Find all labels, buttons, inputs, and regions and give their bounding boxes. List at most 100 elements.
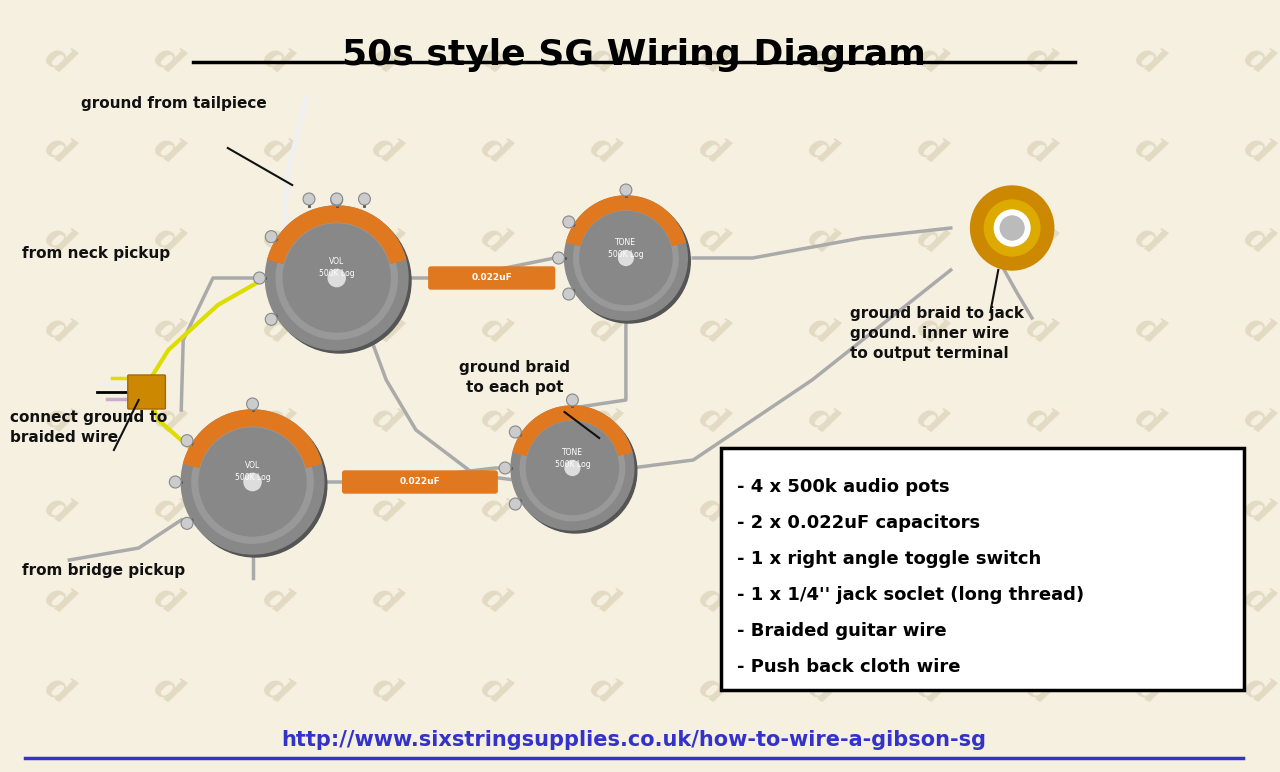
Circle shape (180, 517, 193, 530)
Circle shape (563, 216, 575, 228)
Text: d: d (692, 129, 733, 171)
Text: d: d (1129, 129, 1169, 171)
Circle shape (515, 409, 636, 533)
Text: - 1 x 1/4'' jack soclet (long thread): - 1 x 1/4'' jack soclet (long thread) (737, 586, 1084, 604)
Circle shape (564, 461, 580, 476)
Circle shape (330, 193, 343, 205)
Text: from bridge pickup: from bridge pickup (22, 563, 184, 578)
Text: d: d (1129, 218, 1169, 261)
Text: d: d (801, 579, 842, 621)
Text: d: d (801, 39, 842, 81)
Text: d: d (1020, 399, 1060, 441)
Text: d: d (148, 489, 188, 531)
Text: d: d (911, 399, 951, 441)
Text: d: d (1129, 669, 1169, 711)
Text: d: d (475, 489, 516, 531)
Text: ground from tailpiece: ground from tailpiece (81, 96, 268, 111)
Text: d: d (148, 129, 188, 171)
Text: d: d (1238, 39, 1277, 81)
Text: d: d (801, 129, 842, 171)
Text: - Braided guitar wire: - Braided guitar wire (737, 622, 946, 640)
Text: d: d (1238, 489, 1277, 531)
Circle shape (184, 413, 326, 557)
Text: d: d (148, 669, 188, 711)
Circle shape (567, 394, 579, 406)
Text: d: d (584, 129, 625, 171)
Text: d: d (366, 129, 406, 171)
Circle shape (563, 288, 575, 300)
Circle shape (265, 231, 278, 242)
Text: d: d (692, 399, 733, 441)
Text: d: d (801, 489, 842, 531)
Circle shape (573, 205, 678, 310)
Text: d: d (584, 309, 625, 351)
Text: d: d (40, 39, 79, 81)
Circle shape (620, 184, 632, 196)
Text: d: d (801, 309, 842, 351)
Text: d: d (475, 129, 516, 171)
Text: d: d (1020, 309, 1060, 351)
Circle shape (330, 194, 343, 206)
Text: TONE
500K Log: TONE 500K Log (608, 239, 644, 259)
Text: d: d (366, 579, 406, 621)
Text: d: d (1129, 579, 1169, 621)
Text: d: d (1129, 309, 1169, 351)
Text: - Push back cloth wire: - Push back cloth wire (737, 658, 960, 676)
Text: d: d (366, 218, 406, 261)
Text: d: d (366, 399, 406, 441)
Circle shape (180, 435, 193, 447)
Text: d: d (1020, 489, 1060, 531)
Circle shape (509, 426, 521, 438)
Text: d: d (692, 39, 733, 81)
Circle shape (580, 212, 672, 304)
Circle shape (247, 398, 259, 410)
Circle shape (200, 428, 306, 536)
Text: d: d (257, 218, 297, 261)
Text: d: d (692, 218, 733, 261)
Circle shape (520, 415, 625, 520)
Text: d: d (40, 579, 79, 621)
Text: d: d (148, 309, 188, 351)
Text: d: d (475, 218, 516, 261)
Text: d: d (692, 309, 733, 351)
Text: d: d (584, 218, 625, 261)
Text: TONE
500K Log: TONE 500K Log (554, 449, 590, 469)
Circle shape (1000, 216, 1024, 240)
Circle shape (328, 269, 346, 286)
Text: to output terminal: to output terminal (850, 346, 1009, 361)
Text: d: d (584, 399, 625, 441)
Circle shape (526, 422, 618, 514)
Text: d: d (1238, 669, 1277, 711)
Text: d: d (475, 309, 516, 351)
Circle shape (269, 209, 411, 353)
Circle shape (192, 421, 314, 543)
Text: 0.022uF: 0.022uF (399, 478, 440, 486)
Text: d: d (1238, 399, 1277, 441)
Text: d: d (475, 579, 516, 621)
Circle shape (244, 473, 261, 491)
Text: ground. inner wire: ground. inner wire (850, 326, 1009, 341)
Wedge shape (513, 406, 632, 455)
FancyBboxPatch shape (721, 448, 1244, 690)
Text: d: d (1238, 218, 1277, 261)
Text: d: d (475, 669, 516, 711)
Text: d: d (475, 39, 516, 81)
Text: d: d (40, 129, 79, 171)
Text: d: d (40, 309, 79, 351)
Circle shape (169, 476, 182, 488)
Text: d: d (148, 218, 188, 261)
Circle shape (265, 206, 408, 350)
Circle shape (276, 217, 397, 339)
Text: d: d (257, 669, 297, 711)
Text: d: d (692, 669, 733, 711)
Text: d: d (257, 129, 297, 171)
Text: d: d (148, 39, 188, 81)
Wedge shape (183, 410, 321, 468)
Text: d: d (257, 309, 297, 351)
Text: d: d (1238, 309, 1277, 351)
Text: d: d (257, 39, 297, 81)
Text: d: d (40, 489, 79, 531)
Text: d: d (257, 399, 297, 441)
Text: d: d (148, 579, 188, 621)
Text: d: d (366, 39, 406, 81)
